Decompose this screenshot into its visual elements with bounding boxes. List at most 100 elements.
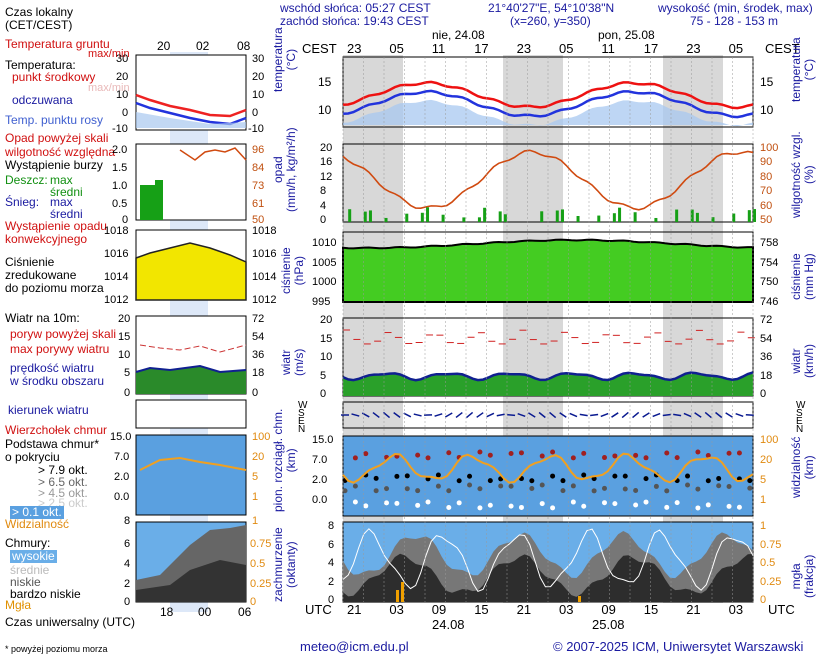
axis-tick: 12 [320,170,333,183]
left-bottom-tick-2: 06 [238,605,252,619]
cloud-dot [539,453,545,459]
cloud-dot [498,483,504,489]
cloud-dot [435,483,441,489]
main-grid-lines [342,57,754,602]
left-wind-tick-4: 0 [124,387,131,399]
cloud-dot [560,488,566,494]
axis-tick: 100 [760,142,779,154]
wind-arrow [351,413,360,417]
cloud-dot [384,486,390,492]
axis-tick: 2.0 [312,474,328,486]
wind-arrow [393,412,401,418]
cloud-dot [570,455,576,461]
axis-tick: 1 [760,494,767,506]
cloud-dot [601,455,607,461]
left-wind-tick-3: 5 [124,367,131,379]
wind-arrow [673,413,682,417]
left-wind-r-4: 0 [252,387,259,399]
legend-perceived: odczuwana [12,93,73,107]
legend-midpoint: punkt środkowy [12,70,96,84]
cloud-dot [685,473,691,479]
left-frac-3: 0 [250,596,257,608]
left-hum-tick-3: 61 [252,198,265,210]
left-frac-1: 0.5 [250,558,266,570]
legend-thunder: Wystąpienie burzy [5,158,103,172]
cloud-dot [736,450,742,456]
wind-arrow [652,412,661,418]
email-link[interactable]: meteo@icm.edu.pl [300,639,409,654]
main-date-bottom-1: 25.08 [592,617,625,632]
rain-bar [498,211,502,222]
left-temp-r-1: 20 [252,71,265,83]
hour-label: 03 [559,602,574,617]
left-cover-low-area [136,560,246,602]
cloud-dot [612,501,618,507]
left-wind-area [136,366,246,394]
legend-clouds: Chmury: [5,536,51,550]
main-precip-title: opad (mm/h, kg/m²/h) [271,127,298,212]
legend-ground-temp: Temperatura gruntu [5,37,110,51]
axis-tick: 1 [760,520,767,532]
cloud-dot [695,486,701,492]
axis-tick: 0.75 [760,538,782,551]
left-cloud-r-3: 1 [252,491,259,503]
cloud-dot [477,505,483,511]
main-wind-title-r: wiatr (km/h) [789,344,816,378]
axis-tick: 36 [760,351,773,363]
rain-bar [540,211,544,222]
left-wind-line [135,364,247,374]
legend-pressure: Ciśnienie zredukowane do poziomu morza [5,255,104,295]
axis-tick: 0.0 [312,494,328,506]
cloud-dot [425,499,431,505]
wind-arrow [725,412,733,418]
cloud-dot [550,473,556,479]
wind-arrow [466,411,474,419]
legend-convective: Wystąpienie opadu konwekcyjnego [5,219,107,246]
hour-label: 05 [728,41,744,56]
wind-arrow [434,413,443,417]
left-press-r-2: 1014 [252,271,277,283]
legend-wind-dir: kierunek wiatru [8,403,89,417]
cloud-dot [664,504,670,510]
hour-label: 23 [516,41,532,56]
cloud-dot [435,472,441,478]
hour-label: 03 [728,602,744,617]
axis-tick: 90 [760,156,773,169]
wind-arrow [632,411,640,419]
wind-arrow [372,411,380,419]
axis-tick: 995 [312,296,331,308]
axis-tick: 0 [320,388,327,400]
left-frac-2: 0.25 [250,578,272,590]
axis-tick: 5 [320,369,327,382]
cloud-dot [747,478,753,484]
left-cloud-tick-3: 0.0 [114,491,130,503]
main-utc-right: UTC [768,602,795,617]
legend-rain-max: max [50,173,73,187]
hour-label: 17 [474,41,489,56]
left-wind-r-2: 36 [252,349,265,361]
axis-tick: 1000 [312,276,337,289]
cloud-dot [352,499,358,505]
main-hum-title-r: wilgotność wzgl. (%) [789,131,816,218]
hour-label: 05 [389,41,404,56]
left-vis-line [139,456,247,471]
hour-label: 21 [516,602,532,617]
cloud-dot [446,488,452,494]
main-press-title: ciśnienie (hPa) [279,247,306,294]
legend-dew-point: Temp. punktu rosy [5,113,104,127]
left-humidity-line [179,147,247,161]
rain-bar [576,216,580,222]
legend-wind-at: Wiatr na 10m: [5,311,80,325]
legend-humidity: wilgotność względna [5,145,116,159]
wind-arrow [507,413,516,417]
wind-arrow [455,411,463,419]
cloud-dot [643,499,649,505]
cloud-dot [716,476,722,482]
main-wind-arrows [341,411,754,419]
hour-label: 23 [686,41,701,56]
axis-tick: 758 [760,237,779,249]
cloud-dot [653,483,659,489]
cloud-dot [643,455,649,461]
cloud-dot [415,488,421,494]
left-press-tick-1: 1016 [104,248,129,260]
